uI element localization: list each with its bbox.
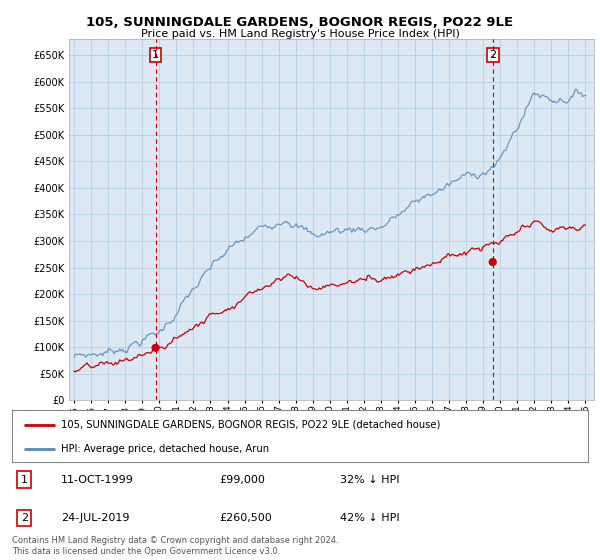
- Point: [151, 343, 160, 352]
- Text: 42% ↓ HPI: 42% ↓ HPI: [340, 513, 400, 523]
- Text: Price paid vs. HM Land Registry's House Price Index (HPI): Price paid vs. HM Land Registry's House …: [140, 29, 460, 39]
- Text: 2: 2: [489, 50, 496, 60]
- Text: 1: 1: [152, 50, 159, 60]
- Text: HPI: Average price, detached house, Arun: HPI: Average price, detached house, Arun: [61, 444, 269, 454]
- Text: £260,500: £260,500: [220, 513, 272, 523]
- Point: [488, 258, 497, 267]
- Text: 105, SUNNINGDALE GARDENS, BOGNOR REGIS, PO22 9LE: 105, SUNNINGDALE GARDENS, BOGNOR REGIS, …: [86, 16, 514, 29]
- Text: 32% ↓ HPI: 32% ↓ HPI: [340, 475, 400, 485]
- Text: 24-JUL-2019: 24-JUL-2019: [61, 513, 130, 523]
- Text: 105, SUNNINGDALE GARDENS, BOGNOR REGIS, PO22 9LE (detached house): 105, SUNNINGDALE GARDENS, BOGNOR REGIS, …: [61, 420, 440, 430]
- Text: 11-OCT-1999: 11-OCT-1999: [61, 475, 134, 485]
- Text: £99,000: £99,000: [220, 475, 265, 485]
- Text: Contains HM Land Registry data © Crown copyright and database right 2024.
This d: Contains HM Land Registry data © Crown c…: [12, 536, 338, 556]
- Text: 1: 1: [20, 475, 28, 485]
- Text: 2: 2: [20, 513, 28, 523]
